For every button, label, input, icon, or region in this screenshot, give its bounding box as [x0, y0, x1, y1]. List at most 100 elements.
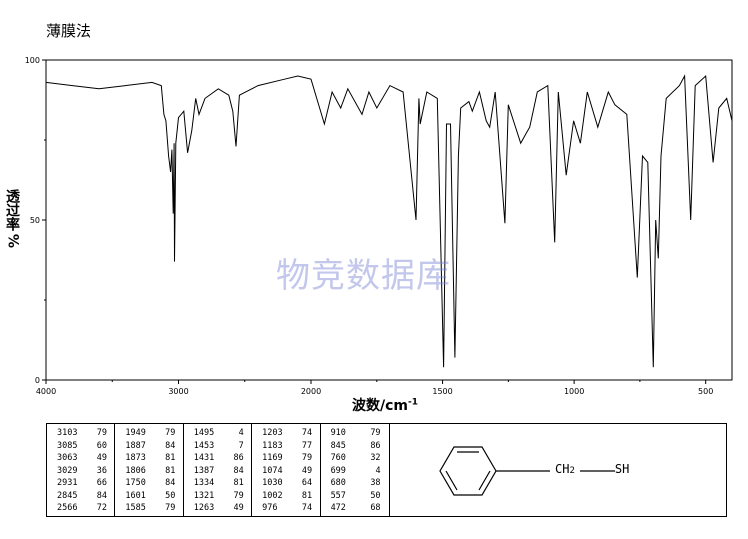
peak-row: 1030 64	[262, 477, 316, 490]
peak-wavenumber: 1183	[262, 440, 283, 451]
peak-wavenumber: 1585	[125, 503, 146, 513]
x-axis-exponent: -1	[408, 397, 418, 408]
peak-transmittance: 79	[165, 428, 176, 438]
peak-transmittance: 77	[301, 440, 313, 451]
peak-row: 910 79	[331, 427, 386, 440]
peak-wavenumber: 1030	[262, 478, 283, 488]
peak-wavenumber: 1495	[193, 428, 215, 438]
peak-row: 1203 74	[262, 427, 316, 440]
method-label: 薄膜法	[46, 22, 92, 40]
peak-transmittance: 74	[301, 428, 313, 438]
peak-wavenumber: 2845	[57, 490, 78, 501]
peak-transmittance: 86	[370, 440, 381, 451]
peak-wavenumber: 3029	[57, 465, 78, 476]
peak-wavenumber: 1873	[125, 453, 146, 463]
peak-row: 760 32	[331, 452, 386, 465]
peak-row: 1431 86	[194, 452, 248, 465]
peak-transmittance: 84	[96, 490, 107, 501]
y-axis-title: 透过率	[4, 189, 20, 231]
x-axis-title: 波数/cm	[352, 398, 408, 414]
peak-wavenumber: 1074	[262, 465, 283, 476]
peak-transmittance: 86	[233, 453, 244, 463]
peak-row: 976 74	[262, 502, 316, 515]
peak-wavenumber: 3103	[57, 428, 78, 438]
peak-column: 1203 74 1183 77 1169 79 1074 49 1030 64 1002 81 976 7…	[252, 424, 321, 516]
peak-transmittance: 79	[165, 503, 176, 513]
peak-transmittance: 72	[96, 503, 107, 513]
peak-row: 2845 84	[57, 490, 111, 503]
spectrum-line	[45, 74, 733, 368]
sh-group: SH	[614, 462, 630, 476]
y-tick-label: 0	[35, 376, 40, 385]
peak-column: 3103 79 3085 60 3063 49 3029 36 2931 66 2845 84 2566…	[47, 424, 116, 516]
benzene-ring-icon	[439, 446, 615, 496]
peak-transmittance: 38	[370, 478, 381, 488]
peak-row: 472 68	[331, 502, 386, 515]
peak-row: 1263 49	[194, 502, 248, 515]
peak-wavenumber: 2566	[57, 503, 78, 513]
peak-row: 1585 79	[125, 502, 179, 515]
peak-transmittance: 7	[238, 440, 244, 451]
peak-row: 1169 79	[262, 452, 316, 465]
peak-wavenumber: 1334	[193, 478, 215, 488]
peak-transmittance: 49	[301, 465, 313, 476]
peak-row: 3063 49	[57, 452, 111, 465]
peak-wavenumber: 1949	[125, 428, 146, 438]
peak-wavenumber: 845	[330, 440, 346, 451]
peak-wavenumber: 760	[330, 453, 346, 463]
peak-wavenumber: 1601	[125, 490, 146, 501]
peak-row: 2566 72	[57, 502, 111, 515]
peak-wavenumber: 472	[330, 503, 346, 513]
ch2-group: CH	[555, 462, 570, 476]
peak-wavenumber: 1453	[193, 440, 215, 451]
peak-column: 910 79 845 86 760 32 699 4 680 38 557 50 472 68	[321, 424, 389, 516]
peak-row: 1183 77	[262, 440, 316, 453]
peak-transmittance: 84	[165, 478, 176, 488]
peak-wavenumber: 1387	[193, 465, 215, 476]
peak-row: 1334 81	[194, 477, 248, 490]
peak-row: 2931 66	[57, 477, 111, 490]
peak-row: 3029 36	[57, 465, 111, 478]
peak-transmittance: 81	[165, 453, 176, 463]
structure-formula: CH 2 SH	[555, 462, 629, 476]
peak-wavenumber: 1263	[193, 503, 215, 513]
peak-row: 1387 84	[194, 465, 248, 478]
peak-transmittance: 79	[233, 490, 244, 501]
ch2-subscript: 2	[569, 466, 575, 476]
y-tick-label: 50	[30, 216, 40, 225]
peak-row: 680 38	[331, 477, 386, 490]
peak-row: 845 86	[331, 440, 386, 453]
peak-wavenumber: 557	[330, 490, 346, 501]
peak-wavenumber: 3085	[57, 440, 78, 451]
peak-transmittance: 74	[301, 503, 313, 513]
peak-wavenumber: 910	[330, 428, 346, 438]
plot-frame	[45, 59, 733, 381]
peak-row: 1806 81	[125, 465, 179, 478]
peak-row: 1949 79	[125, 427, 179, 440]
peak-row: 1074 49	[262, 465, 316, 478]
peak-row: 1873 81	[125, 452, 179, 465]
peak-wavenumber: 976	[262, 503, 278, 513]
peak-wavenumber: 1203	[262, 428, 283, 438]
peak-wavenumber: 1887	[125, 440, 146, 451]
x-tick-label: 1000	[564, 387, 584, 396]
x-tick-label: 4000	[36, 387, 56, 396]
peak-row: 699 4	[331, 465, 386, 478]
peak-transmittance: 84	[165, 440, 176, 451]
peak-transmittance: 79	[96, 428, 107, 438]
peak-wavenumber: 1002	[262, 490, 283, 501]
peak-column: 1949 79 1887 84 1873 81 1806 81 1750 84 1601 50 1585…	[115, 424, 184, 516]
peak-wavenumber: 1806	[125, 465, 146, 476]
x-tick-label: 1500	[432, 387, 452, 396]
peak-row: 1750 84	[125, 477, 179, 490]
peak-transmittance: 36	[96, 465, 107, 476]
peak-transmittance: 81	[165, 465, 176, 476]
peak-wavenumber: 3063	[57, 453, 78, 463]
peak-transmittance: 68	[370, 503, 381, 513]
peak-transmittance: 4	[238, 428, 244, 438]
peak-row: 1321 79	[194, 490, 248, 503]
peak-wavenumber: 2931	[57, 478, 78, 488]
peak-row: 1453 7	[194, 440, 248, 453]
y-axis-label: 透过率 %	[4, 189, 26, 249]
x-axis-label: 波数/cm-1	[352, 395, 418, 415]
